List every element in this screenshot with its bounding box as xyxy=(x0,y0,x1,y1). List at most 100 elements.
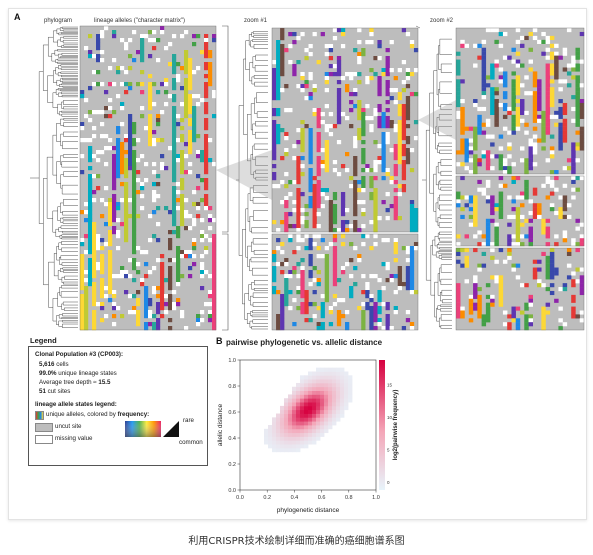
heatmap-cell xyxy=(308,413,313,418)
heatmap-cell xyxy=(272,417,277,422)
zoom2-label: zoom #2 xyxy=(430,18,454,24)
heatmap-cell xyxy=(328,409,333,414)
heatmap-cell xyxy=(288,436,293,441)
heatmap-cell xyxy=(336,379,341,384)
heatmap-cell xyxy=(288,428,293,434)
heatmap-cell xyxy=(332,402,337,407)
heatmap-cell xyxy=(336,390,341,395)
chart-title: pairwise phylogenetic vs. allelic distan… xyxy=(226,338,383,347)
missing-swatch xyxy=(35,435,53,444)
heatmap-cell xyxy=(292,428,297,434)
heatmap-cell xyxy=(304,394,309,399)
heatmap-cell xyxy=(320,425,325,430)
heatmap-cell xyxy=(300,390,305,395)
heatmap-cell xyxy=(328,390,333,395)
heatmap-cell xyxy=(288,421,293,426)
heatmap-cell xyxy=(340,382,345,388)
heatmap-cell xyxy=(292,405,297,411)
heatmap-cell xyxy=(284,428,289,434)
heatmap-cell xyxy=(284,436,289,441)
heatmap-cell xyxy=(276,447,281,453)
heatmap-cell xyxy=(308,421,313,426)
legend-unique: 99.0% unique lineage states xyxy=(39,370,117,377)
heatmap-cell xyxy=(312,390,317,395)
heatmap-cell xyxy=(340,405,345,411)
heatmap-cell xyxy=(336,402,341,407)
heatmap-cell xyxy=(308,436,313,441)
heatmap-cell xyxy=(312,417,317,422)
heatmap-cell xyxy=(332,371,337,376)
heatmap-cell xyxy=(316,394,321,399)
heatmap-cell xyxy=(288,425,293,430)
heatmap-cell xyxy=(268,428,273,434)
heatmap-cell xyxy=(272,425,277,430)
heatmap-cell xyxy=(344,371,349,376)
heatmap-cell xyxy=(280,405,285,411)
x-tick-label: 0.6 xyxy=(318,495,326,501)
heatmap-cell xyxy=(300,428,305,434)
y-axis-label: allelic distance xyxy=(217,403,224,446)
frequency-colorscale xyxy=(125,421,179,437)
heatmap-cell xyxy=(336,375,341,380)
heatmap-cell xyxy=(332,382,337,388)
heatmap-cell xyxy=(324,390,329,395)
y-tick-label: 0.4 xyxy=(228,436,236,442)
heatmap-cell xyxy=(292,436,297,441)
heatmap-cell xyxy=(320,371,325,376)
colorbar xyxy=(379,360,385,490)
heatmap-cell xyxy=(292,409,297,414)
legend-unique-alleles: unique alleles, colored by frequency: xyxy=(46,411,150,418)
heatmap-cell xyxy=(324,379,329,384)
phylogram-label: phylogram xyxy=(44,18,73,24)
colorbar-label: log2(pairwise frequency) xyxy=(393,390,399,461)
heatmap-cell xyxy=(336,413,341,418)
heatmap-cell xyxy=(268,432,273,437)
heatmap-cell xyxy=(280,432,285,437)
heatmap-cell xyxy=(316,425,321,430)
unique-allele-swatch xyxy=(35,411,44,420)
heatmap-cell xyxy=(336,367,341,372)
legend-population: Clonal Population #3 (CP003): xyxy=(35,351,124,358)
heatmap-cell xyxy=(292,425,297,430)
heatmap-cell xyxy=(308,398,313,403)
heatmap-cell xyxy=(296,432,301,437)
heatmap-cell xyxy=(300,436,305,441)
y-axis-ticks: 0.0 0.2 0.4 0.6 0.8 1.0 xyxy=(228,358,240,494)
heatmap-cell xyxy=(264,428,269,434)
heatmap-cell xyxy=(316,413,321,418)
heatmap-cell xyxy=(276,440,281,445)
heatmap-cell xyxy=(308,425,313,430)
heatmap-cell xyxy=(316,405,321,411)
heatmap-cell xyxy=(280,440,285,445)
heatmap-cell xyxy=(316,417,321,422)
heatmap-cell xyxy=(288,394,293,399)
heatmap-cell xyxy=(340,413,345,418)
heatmap-cell xyxy=(328,382,333,388)
heatmap-cell xyxy=(292,417,297,422)
heatmap-cell xyxy=(320,421,325,426)
heatmap-cell xyxy=(312,375,317,380)
legend-depth: Average tree depth ≈ 15.5 xyxy=(39,379,111,386)
heatmap-cell xyxy=(336,405,341,411)
y-tick-label: 0.0 xyxy=(228,488,236,494)
heatmap-cell xyxy=(308,440,313,445)
heatmap-cell xyxy=(336,394,341,399)
heatmap-cell xyxy=(320,398,325,403)
heatmap-cell xyxy=(272,421,277,426)
heatmap-cell xyxy=(304,382,309,388)
heatmap-cell xyxy=(332,390,337,395)
heatmap-cell xyxy=(312,382,317,388)
heatmap-cell xyxy=(308,432,313,437)
heatmap-cell xyxy=(300,405,305,411)
heatmap-cell xyxy=(340,386,345,391)
heatmap-cell xyxy=(324,394,329,399)
heatmap-cell xyxy=(296,390,301,395)
legend-common: common xyxy=(179,439,203,446)
heatmap-cell xyxy=(316,409,321,414)
heatmap-cell xyxy=(292,394,297,399)
heatmap-cell xyxy=(316,390,321,395)
heatmap-cell xyxy=(308,405,313,411)
heatmap-cell xyxy=(284,413,289,418)
heatmap-cell xyxy=(308,371,313,376)
heatmap-cell xyxy=(340,394,345,399)
